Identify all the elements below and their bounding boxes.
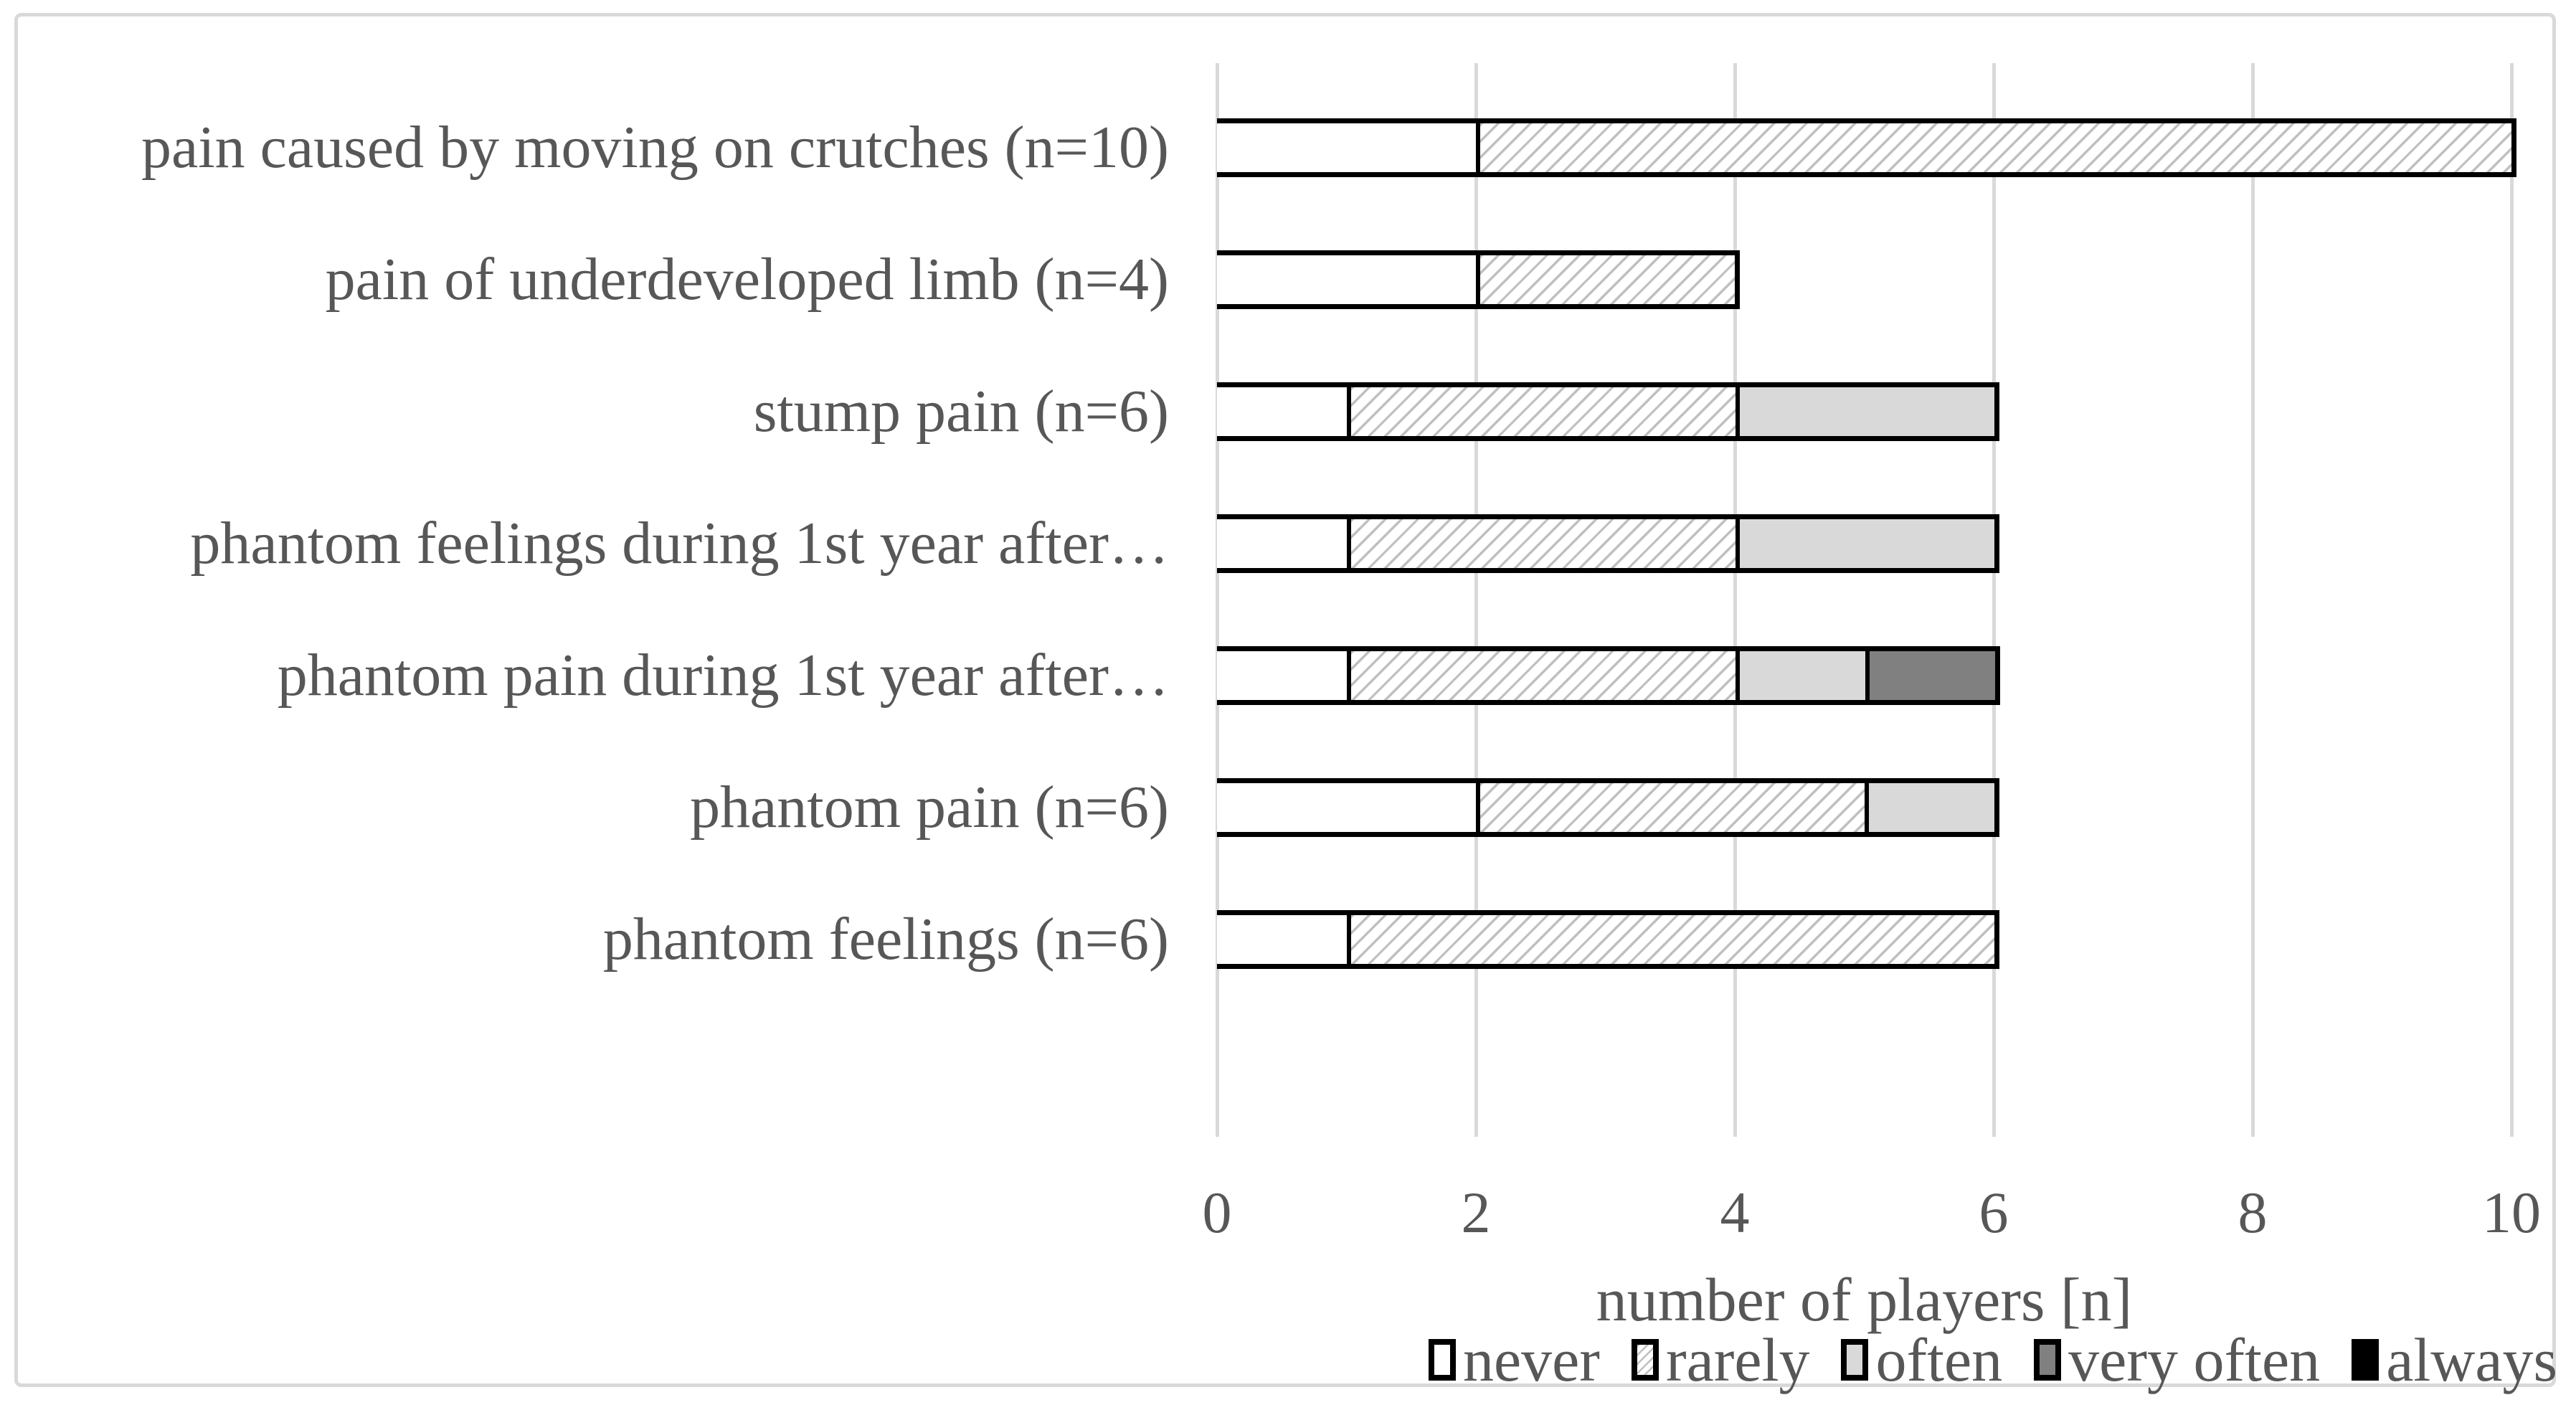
- bar-segment-rarely: [1476, 123, 2511, 172]
- category-label: pain caused by moving on crutches (n=10): [141, 114, 1169, 181]
- bar-segment-rarely: [1347, 651, 1736, 700]
- category-label: pain of underdeveloped limb (n=4): [325, 246, 1169, 313]
- gridline-x-8: [2251, 63, 2255, 1137]
- gridline-x-10: [2510, 63, 2514, 1137]
- bar-segment-rarely: [1347, 915, 1994, 964]
- legend-item-never: never: [1428, 1325, 1600, 1394]
- legend-label: never: [1462, 1325, 1600, 1394]
- bar-row: [1217, 250, 1740, 309]
- gridline-x-2: [1474, 63, 1478, 1137]
- bar-row: [1217, 646, 2000, 705]
- gridline-x-6: [1992, 63, 1996, 1137]
- bar-segment-never: [1217, 255, 1476, 304]
- x-tick-label: 6: [1979, 1180, 2009, 1245]
- legend: never rarely often very often always: [1428, 1325, 2557, 1394]
- bar-segment-never: [1217, 783, 1476, 832]
- legend-item-very_often: very often: [2034, 1325, 2320, 1394]
- category-label: phantom pain during 1st year after…: [277, 642, 1169, 709]
- legend-swatch-often: [1841, 1339, 1869, 1381]
- legend-item-always: always: [2352, 1325, 2557, 1394]
- bar-row: [1217, 382, 1999, 441]
- x-tick-label: 0: [1202, 1180, 1232, 1245]
- legend-label: rarely: [1665, 1325, 1810, 1394]
- category-label: phantom feelings (n=6): [602, 906, 1169, 973]
- legend-swatch-never: [1428, 1339, 1456, 1381]
- gridline-x-0: [1216, 63, 1219, 1137]
- legend-item-rarely: rarely: [1631, 1325, 1810, 1394]
- bar-segment-rarely: [1347, 387, 1736, 436]
- gridline-x-4: [1733, 63, 1737, 1137]
- bar-segment-never: [1217, 651, 1347, 700]
- plot-area: [1216, 63, 2516, 1137]
- bar-segment-never: [1217, 387, 1347, 436]
- category-label: phantom feelings during 1st year after…: [190, 510, 1169, 577]
- legend-label: always: [2386, 1325, 2557, 1394]
- category-label: stump pain (n=6): [753, 378, 1169, 445]
- x-tick-label: 10: [2482, 1180, 2541, 1245]
- category-label: phantom pain (n=6): [690, 774, 1169, 841]
- legend-swatch-rarely: [1631, 1339, 1659, 1381]
- bar-segment-very_often: [1865, 651, 1995, 700]
- bar-segment-rarely: [1476, 255, 1735, 304]
- bar-row: [1217, 118, 2516, 177]
- legend-swatch-always: [2352, 1339, 2380, 1381]
- x-tick-label: 2: [1461, 1180, 1491, 1245]
- x-axis-title: number of players [n]: [1596, 1265, 2133, 1334]
- legend-label: often: [1875, 1325, 2003, 1394]
- bar-segment-never: [1217, 123, 1476, 172]
- legend-swatch-very_often: [2034, 1339, 2062, 1381]
- bar-segment-rarely: [1347, 519, 1736, 568]
- bar-row: [1217, 778, 1999, 837]
- bar-segment-never: [1217, 915, 1347, 964]
- bar-row: [1217, 514, 1999, 573]
- bar-segment-never: [1217, 519, 1347, 568]
- bar-segment-often: [1736, 651, 1865, 700]
- x-tick-label: 8: [2238, 1180, 2268, 1245]
- legend-label: very often: [2068, 1325, 2321, 1394]
- bar-segment-often: [1736, 519, 1994, 568]
- legend-item-often: often: [1841, 1325, 2002, 1394]
- figure-border: [14, 13, 2556, 1387]
- bar-segment-often: [1736, 387, 1994, 436]
- x-tick-label: 4: [1720, 1180, 1750, 1245]
- bar-row: [1217, 910, 1999, 969]
- bar-segment-rarely: [1476, 783, 1865, 832]
- bar-segment-often: [1865, 783, 1994, 832]
